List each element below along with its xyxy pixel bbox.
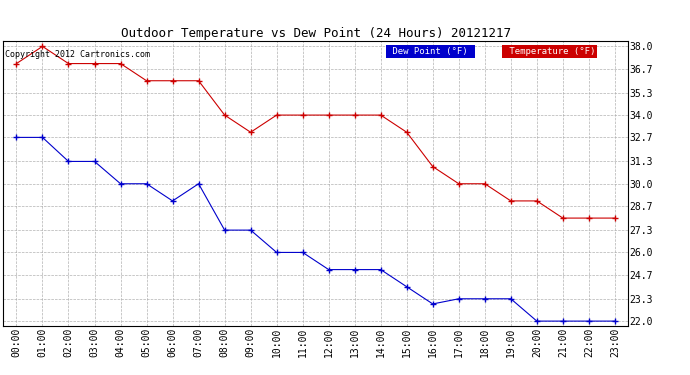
- Text: Copyright 2012 Cartronics.com: Copyright 2012 Cartronics.com: [5, 50, 150, 59]
- Text: Dew Point (°F): Dew Point (°F): [388, 47, 473, 56]
- Title: Outdoor Temperature vs Dew Point (24 Hours) 20121217: Outdoor Temperature vs Dew Point (24 Hou…: [121, 27, 511, 40]
- Text: Temperature (°F): Temperature (°F): [504, 47, 595, 56]
